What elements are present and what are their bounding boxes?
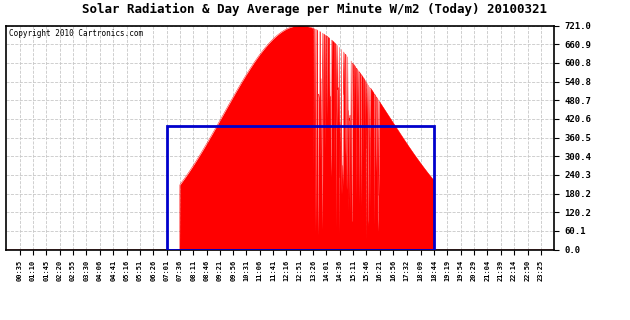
Text: Solar Radiation & Day Average per Minute W/m2 (Today) 20100321: Solar Radiation & Day Average per Minute… bbox=[83, 3, 547, 16]
Text: Copyright 2010 Cartronics.com: Copyright 2010 Cartronics.com bbox=[9, 29, 143, 38]
Bar bbox=[166, 126, 434, 250]
